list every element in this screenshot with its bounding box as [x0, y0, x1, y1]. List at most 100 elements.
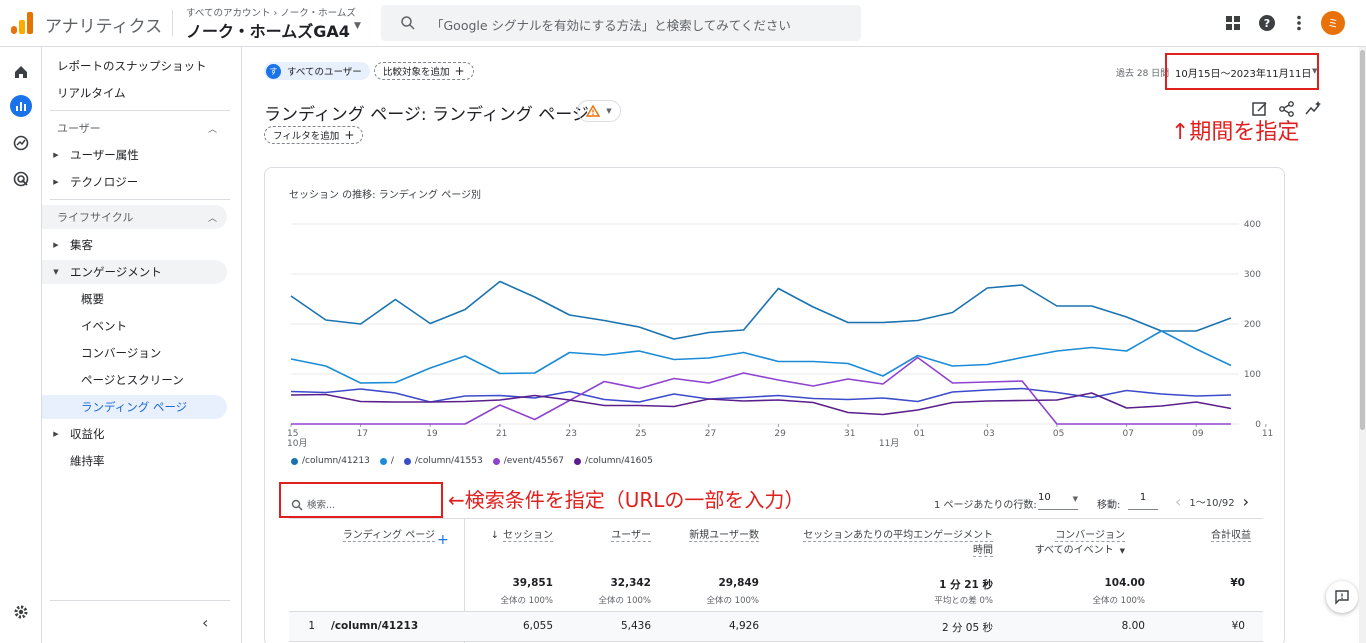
row-new-users: 4,926 — [728, 620, 759, 632]
main-content: す すべてのユーザー 比較対象を追加 + 過去 28 日間 10月15日～2023… — [242, 47, 1366, 643]
analytics-logo-icon[interactable] — [11, 12, 33, 34]
date-range-picker[interactable]: 10月15日～2023年11月11日 — [1175, 69, 1312, 80]
legend-item[interactable]: /column/41553 — [403, 456, 483, 466]
advertising-icon[interactable] — [10, 168, 32, 190]
add-dimension-plus-icon[interactable]: + — [437, 532, 449, 548]
row-landing-page[interactable]: /column/41213 — [331, 620, 419, 632]
legend-item[interactable]: /column/41605 — [574, 456, 653, 466]
sidebar-item-acquisition[interactable]: ▶ 集客 — [42, 233, 227, 257]
settings-gear-icon[interactable] — [10, 601, 32, 623]
col-header-new-users[interactable]: 新規ユーザー数 — [683, 528, 759, 543]
chart-legend: /column/41213 / /column/41553/event/45567 /… — [291, 456, 653, 466]
x-tick-label: 11 — [1262, 429, 1273, 439]
rows-per-page-select[interactable]: 10 ▼ — [1038, 492, 1078, 510]
chevron-down-icon[interactable]: ▼ — [1312, 67, 1318, 75]
collapse-sidebar-icon[interactable]: ‹ — [202, 613, 209, 632]
add-comparison-button[interactable]: 比較対象を追加 + — [374, 62, 474, 80]
total-users: 32,342 — [610, 577, 651, 589]
legend-item[interactable]: /event/45567 — [492, 456, 565, 466]
svg-text:?: ? — [1264, 17, 1270, 30]
col-header-users[interactable]: ユーザー — [565, 528, 651, 543]
x-tick-label: 09 — [1192, 429, 1204, 439]
y-tick-label: 400 — [1244, 220, 1261, 230]
x-tick-label: 21 — [496, 429, 507, 439]
customize-report-icon[interactable] — [1251, 100, 1269, 118]
divider — [289, 518, 1263, 519]
col-header-conversions[interactable]: コンバージョン すべてのイベント ▼ — [1005, 528, 1125, 559]
sidebar-item-realtime[interactable]: リアルタイム — [57, 86, 126, 100]
divider — [50, 199, 230, 200]
sidebar-item-monetization[interactable]: ▶ 収益化 — [42, 422, 227, 446]
sidebar-item-snapshot[interactable]: レポートのスナップショット — [57, 59, 207, 73]
y-tick-label: 0 — [1255, 420, 1261, 430]
sidebar-item-pages-screens[interactable]: ページとスクリーン — [81, 373, 184, 387]
sidebar-item-retention[interactable]: 維持率 — [70, 454, 105, 468]
account-breadcrumb[interactable]: すべてのアカウント › ノーク・ホームズ — [186, 8, 356, 19]
y-tick-label: 100 — [1244, 370, 1261, 380]
warning-icon — [586, 105, 601, 117]
sidebar-item-label: ユーザー属性 — [70, 148, 139, 162]
feedback-icon — [1335, 590, 1349, 605]
sidebar-item-landing-page[interactable]: ランディング ページ — [42, 395, 227, 419]
total-conversions: 104.00 — [1104, 577, 1145, 589]
row-revenue: ¥0 — [1231, 620, 1245, 632]
insights-icon[interactable] — [1304, 100, 1322, 118]
total-new-users-pct: 全体の 100% — [706, 596, 759, 606]
reports-icon[interactable] — [10, 95, 32, 117]
legend-label: /event/45567 — [503, 456, 565, 466]
row-conversions: 8.00 — [1121, 620, 1145, 632]
sidebar-item-label: エンゲージメント — [70, 265, 162, 279]
table-search-input[interactable]: 検索... — [307, 500, 336, 511]
x-tick-label: 17 — [357, 429, 368, 439]
home-icon[interactable] — [10, 61, 32, 83]
sidebar-section-user[interactable]: ユーザー ︿ — [42, 116, 227, 140]
legend-item[interactable]: / — [379, 456, 394, 466]
goto-page-input[interactable]: 1 — [1128, 492, 1158, 510]
help-icon[interactable]: ? — [1254, 10, 1280, 36]
sidebar-item-conversions[interactable]: コンバージョン — [81, 346, 162, 360]
chevron-down-icon[interactable]: ▼ — [354, 21, 361, 31]
section-label: ライフサイクル — [57, 211, 134, 224]
segment-initial: す — [266, 63, 281, 79]
series-line-4 — [290, 392, 1232, 416]
col-header-avg-engagement[interactable]: セッションあたりの平均エンゲージメント時間 — [795, 528, 993, 558]
x-tick-label: 27 — [705, 429, 716, 439]
table-row[interactable] — [289, 611, 1263, 641]
feedback-button[interactable] — [1326, 581, 1358, 613]
page-scrollbar-thumb[interactable] — [1360, 50, 1365, 430]
col-header-revenue[interactable]: 合計収益 — [1165, 528, 1251, 543]
triangle-right-icon: ▶ — [53, 430, 59, 438]
header-label: 合計収益 — [1211, 530, 1251, 542]
account-avatar[interactable]: ミ — [1320, 10, 1346, 36]
apps-grid-icon[interactable] — [1220, 10, 1246, 36]
conversions-event-selector[interactable]: すべてのイベント — [1034, 545, 1114, 556]
sidebar-item-tech[interactable]: ▶ テクノロジー — [42, 170, 227, 194]
explore-icon[interactable] — [10, 132, 32, 154]
sidebar-section-lifecycle[interactable]: ライフサイクル ︿ — [42, 205, 227, 229]
x-tick-label: 23 — [566, 429, 577, 439]
data-quality-chip[interactable]: ▼ — [577, 100, 621, 122]
property-selector[interactable]: ノーク・ホームズGA4 — [186, 22, 350, 41]
add-filter-button[interactable]: フィルタを追加 + — [264, 126, 364, 144]
sidebar-item-overview[interactable]: 概要 — [81, 292, 104, 306]
annotation-period: ↑期間を指定 — [1171, 120, 1300, 145]
series-line-3 — [291, 356, 1231, 425]
sidebar-item-demographics[interactable]: ▶ ユーザー属性 — [42, 143, 227, 167]
sidebar-item-events[interactable]: イベント — [81, 319, 127, 333]
chevron-down-icon: ▼ — [1072, 495, 1078, 503]
chevron-left-icon[interactable]: ‹ — [1175, 492, 1182, 511]
chevron-right-icon[interactable]: › — [1242, 492, 1249, 511]
share-icon[interactable] — [1278, 100, 1296, 118]
col-header-sessions[interactable]: ↓ セッション — [465, 528, 553, 543]
more-vert-icon[interactable] — [1286, 10, 1312, 36]
col-header-landing-page[interactable]: ランディング ページ — [325, 528, 435, 543]
triangle-right-icon: ▶ — [53, 151, 59, 159]
search-icon — [401, 16, 415, 30]
segment-chip[interactable]: す すべてのユーザー — [264, 62, 370, 80]
rows-per-page-value: 10 — [1038, 492, 1051, 503]
legend-item[interactable]: /column/41213 — [291, 456, 370, 466]
search-bar[interactable]: 「Google シグナルを有効にする方法」と検索してみてください — [381, 5, 861, 41]
legend-label: /column/41553 — [414, 456, 483, 466]
sidebar-item-engagement[interactable]: ▼ エンゲージメント — [42, 260, 227, 284]
total-avg-engagement-diff: 平均との差 0% — [934, 596, 993, 606]
